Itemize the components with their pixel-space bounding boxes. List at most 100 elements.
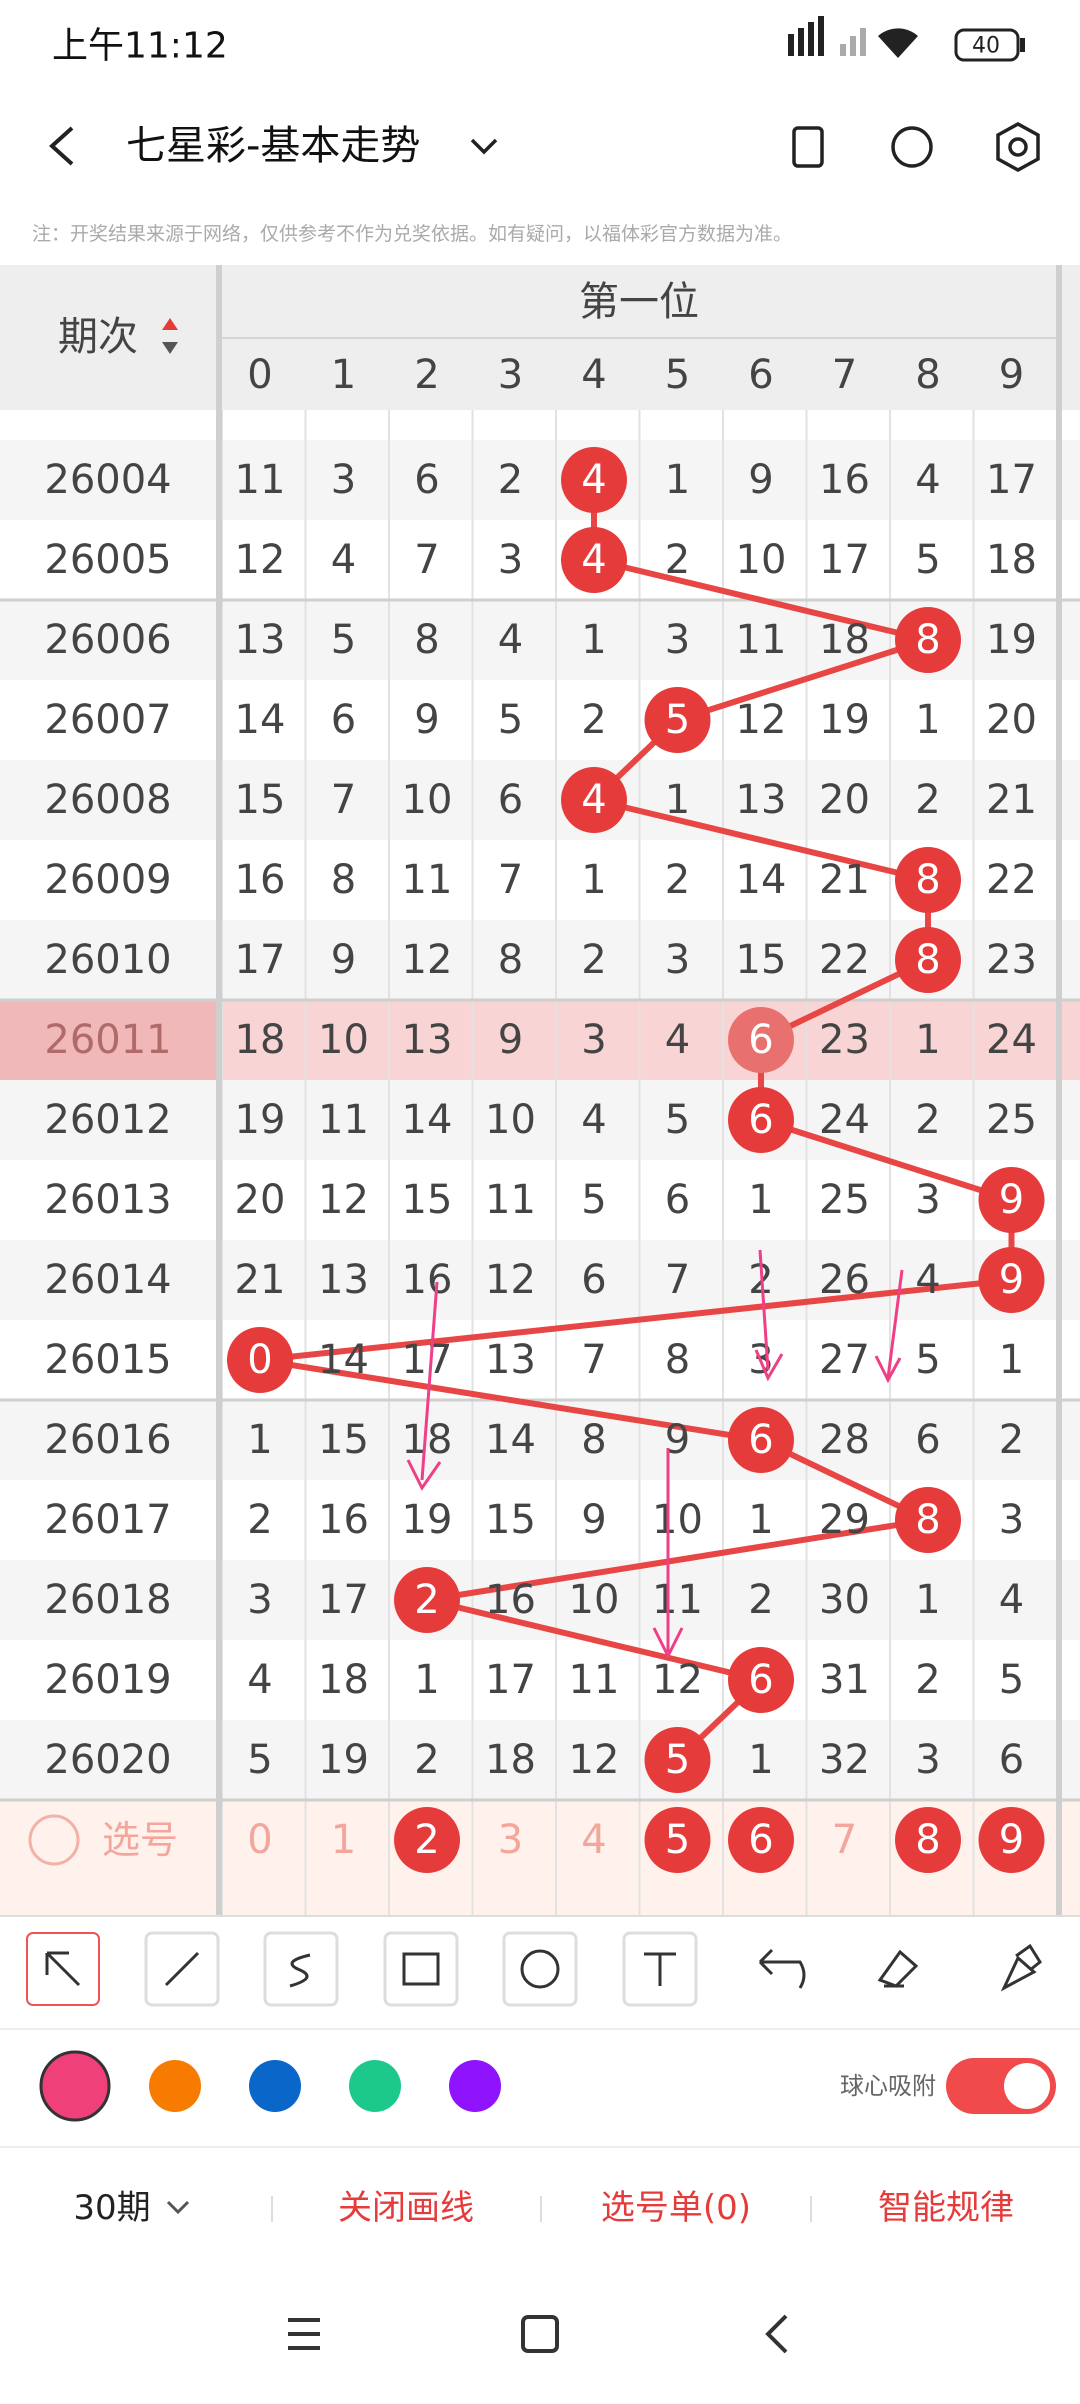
miss-count: 27 bbox=[819, 1337, 870, 1383]
footer-button[interactable]: 关闭画线 bbox=[338, 2188, 474, 2228]
column-header: 8 bbox=[915, 352, 940, 398]
miss-count: 3 bbox=[665, 617, 690, 663]
miss-count: 20 bbox=[986, 697, 1037, 743]
tool-undo[interactable] bbox=[758, 1948, 806, 1989]
select-number[interactable]: 1 bbox=[331, 1817, 356, 1863]
miss-count: 14 bbox=[736, 857, 787, 903]
miss-count: 10 bbox=[318, 1017, 369, 1063]
color-blue[interactable] bbox=[249, 2060, 301, 2112]
miss-count: 5 bbox=[247, 1737, 272, 1783]
select-number[interactable]: 8 bbox=[915, 1817, 940, 1863]
color-green[interactable] bbox=[349, 2060, 401, 2112]
miss-count: 1 bbox=[748, 1177, 773, 1223]
table-right-divider bbox=[1056, 265, 1062, 1915]
select-number[interactable]: 3 bbox=[498, 1817, 523, 1863]
miss-count: 2 bbox=[581, 697, 606, 743]
hit-ball bbox=[644, 687, 711, 753]
miss-count: 10 bbox=[652, 1497, 703, 1543]
miss-count: 32 bbox=[819, 1737, 870, 1783]
tool-line[interactable] bbox=[144, 1931, 220, 2007]
hit-number: 8 bbox=[915, 617, 940, 663]
period: 26008 bbox=[44, 777, 171, 823]
tool-text[interactable] bbox=[622, 1931, 698, 2007]
tool-rect[interactable] bbox=[383, 1931, 459, 2007]
share-button[interactable] bbox=[891, 126, 933, 168]
color-pink[interactable] bbox=[39, 2050, 111, 2122]
miss-count: 19 bbox=[986, 617, 1037, 663]
color-purple[interactable] bbox=[449, 2060, 501, 2112]
tool-select[interactable] bbox=[26, 1932, 100, 2006]
select-number[interactable]: 9 bbox=[999, 1817, 1024, 1863]
hit-number: 9 bbox=[999, 1177, 1024, 1223]
notice: 注：开奖结果来源于网络，仅供参考不作为兑奖依据。如有疑问，以福体彩官方数据为准。 bbox=[32, 223, 792, 245]
tool-circle[interactable] bbox=[502, 1931, 578, 2007]
tool-eraser[interactable] bbox=[877, 1949, 919, 1988]
miss-count: 11 bbox=[235, 457, 286, 503]
footer-button[interactable]: 智能规律 bbox=[878, 2188, 1014, 2228]
footer-button[interactable]: 选号单(0) bbox=[601, 2188, 751, 2228]
miss-count: 19 bbox=[235, 1097, 286, 1143]
period: 26017 bbox=[44, 1497, 171, 1543]
miss-count: 14 bbox=[485, 1417, 536, 1463]
miss-count: 16 bbox=[318, 1497, 369, 1543]
nav-home[interactable] bbox=[521, 2315, 559, 2353]
nav-menu[interactable] bbox=[288, 2318, 320, 2350]
hit-number: 8 bbox=[915, 937, 940, 983]
miss-count: 15 bbox=[402, 1177, 453, 1223]
miss-count: 1 bbox=[414, 1657, 439, 1703]
miss-count: 17 bbox=[819, 537, 870, 583]
group-header: 第一位 bbox=[579, 279, 699, 325]
miss-count: 25 bbox=[986, 1097, 1037, 1143]
selected-ball bbox=[895, 1807, 961, 1873]
select-number[interactable]: 6 bbox=[748, 1817, 773, 1863]
miss-count: 1 bbox=[581, 857, 606, 903]
settings-button[interactable] bbox=[996, 122, 1040, 172]
nav-back[interactable] bbox=[765, 2314, 788, 2354]
miss-count: 8 bbox=[331, 857, 356, 903]
color-orange[interactable] bbox=[149, 2060, 201, 2112]
back-button[interactable] bbox=[49, 126, 74, 166]
miss-count: 14 bbox=[235, 697, 286, 743]
miss-count: 12 bbox=[569, 1737, 620, 1783]
select-number[interactable]: 4 bbox=[581, 1817, 606, 1863]
period: 26005 bbox=[44, 537, 171, 583]
miss-count: 15 bbox=[235, 777, 286, 823]
column-header: 0 bbox=[247, 352, 272, 398]
miss-count: 5 bbox=[498, 697, 523, 743]
miss-count: 13 bbox=[485, 1337, 536, 1383]
period: 26010 bbox=[44, 937, 171, 983]
select-number[interactable]: 0 bbox=[247, 1817, 272, 1863]
page-title[interactable]: 七星彩-基本走势 bbox=[126, 123, 420, 169]
miss-count: 2 bbox=[498, 457, 523, 503]
hit-ball bbox=[895, 927, 961, 993]
miss-count: 21 bbox=[986, 777, 1037, 823]
select-number[interactable]: 2 bbox=[414, 1817, 439, 1863]
period: 26011 bbox=[44, 1017, 171, 1063]
column-header: 6 bbox=[748, 352, 773, 398]
miss-count: 15 bbox=[318, 1417, 369, 1463]
select-checkbox bbox=[28, 1814, 80, 1866]
miss-count: 20 bbox=[235, 1177, 286, 1223]
period-select[interactable]: 30期 bbox=[73, 2188, 150, 2228]
tool-curve[interactable] bbox=[263, 1931, 339, 2007]
miss-count: 7 bbox=[331, 777, 356, 823]
row-bg bbox=[0, 1160, 1080, 1240]
miss-count: 10 bbox=[736, 537, 787, 583]
status-time: 上午11:12 bbox=[52, 26, 228, 67]
hit-ball bbox=[561, 767, 627, 833]
miss-count: 20 bbox=[819, 777, 870, 823]
title-dropdown[interactable] bbox=[470, 138, 498, 155]
layout-button[interactable] bbox=[792, 126, 824, 168]
hit-number: 6 bbox=[748, 1657, 773, 1703]
period-header[interactable]: 期次 bbox=[58, 314, 138, 360]
miss-count: 11 bbox=[485, 1177, 536, 1223]
miss-count: 19 bbox=[318, 1737, 369, 1783]
select-number[interactable]: 5 bbox=[665, 1817, 690, 1863]
miss-count: 4 bbox=[665, 1017, 690, 1063]
miss-count: 26 bbox=[819, 1257, 870, 1303]
hit-number: 2 bbox=[414, 1577, 439, 1623]
select-number[interactable]: 7 bbox=[832, 1817, 857, 1863]
tool-clear[interactable] bbox=[1000, 1943, 1042, 1992]
miss-count: 7 bbox=[665, 1257, 690, 1303]
